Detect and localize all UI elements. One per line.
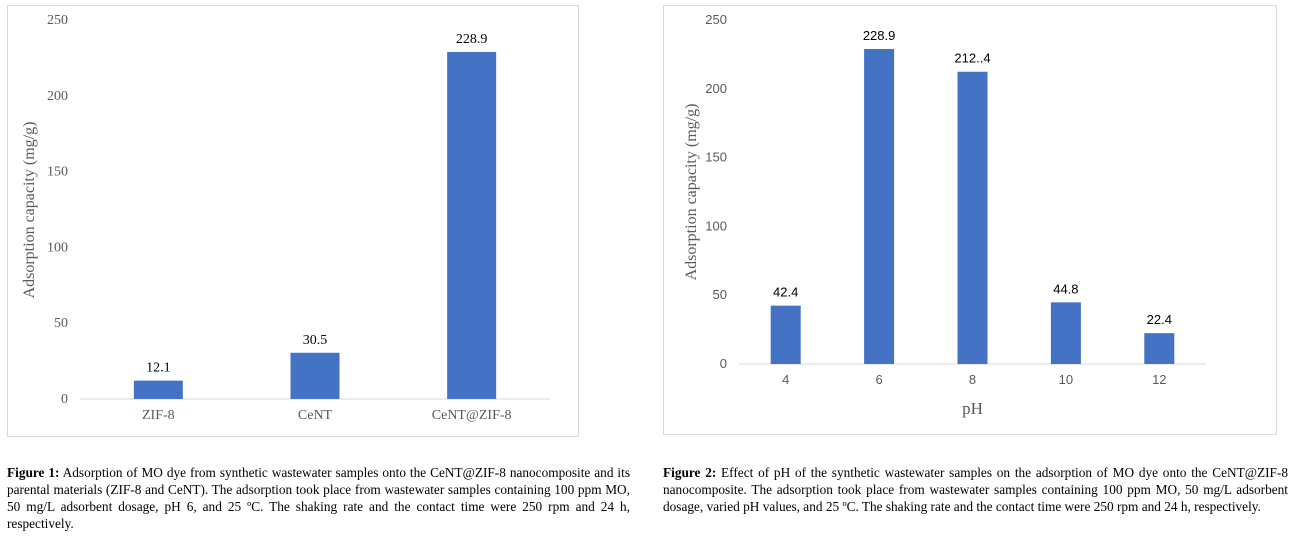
x-tick-label: 12 (1152, 372, 1166, 387)
bar-8 (957, 71, 988, 364)
y-tick-label: 50 (713, 287, 727, 302)
y-tick-label: 200 (705, 81, 727, 96)
x-tick-label: CeNT@ZIF-8 (432, 408, 512, 423)
data-label: 228.9 (456, 32, 488, 47)
bar-CeNT (290, 352, 340, 399)
figure-1-label: Figure 1: (7, 465, 60, 480)
y-tick-label: 50 (54, 316, 68, 331)
y-tick-label: 0 (720, 356, 727, 371)
x-tick-label: ZIF-8 (142, 408, 175, 423)
y-tick-label: 150 (47, 165, 68, 180)
bar-CeNT@ZIF-8 (447, 51, 497, 399)
x-tick-label: 10 (1059, 372, 1073, 387)
figure-2-text: Effect of pH of the synthetic wastewater… (663, 465, 1288, 514)
y-axis-title: Adsorption capacity (mg/g) (683, 104, 700, 281)
data-label: 12.1 (146, 361, 171, 376)
x-tick-label: 6 (875, 372, 882, 387)
data-label: 44.8 (1053, 281, 1078, 296)
bar-4 (770, 305, 801, 364)
x-axis-title: pH (962, 399, 983, 418)
data-label: 212..4 (954, 51, 990, 66)
y-tick-label: 150 (705, 150, 727, 165)
y-tick-label: 200 (47, 89, 68, 104)
x-tick-label: 4 (782, 372, 789, 387)
data-label: 228.9 (863, 28, 896, 43)
figure-2-caption: Figure 2: Effect of pH of the synthetic … (663, 464, 1288, 515)
bar-6 (864, 49, 895, 364)
data-label: 30.5 (303, 333, 328, 348)
figure-1-caption: Figure 1: Adsorption of MO dye from synt… (7, 464, 630, 532)
x-tick-label: CeNT (298, 408, 333, 423)
figure-2-label: Figure 2: (663, 465, 717, 480)
bar-10 (1050, 302, 1081, 364)
bar-ZIF-8 (133, 380, 183, 399)
y-tick-label: 250 (705, 12, 727, 27)
y-tick-label: 100 (705, 218, 727, 233)
data-label: 42.4 (773, 285, 798, 300)
x-tick-label: 8 (969, 372, 976, 387)
data-label: 22.4 (1147, 312, 1172, 327)
figure-1-text: Adsorption of MO dye from synthetic wast… (7, 465, 630, 531)
bar-12 (1144, 333, 1175, 364)
y-tick-label: 0 (61, 392, 68, 407)
y-axis-title: Adsorption capacity (mg/g) (21, 122, 38, 299)
y-tick-label: 100 (47, 240, 68, 255)
y-tick-label: 250 (47, 13, 68, 28)
